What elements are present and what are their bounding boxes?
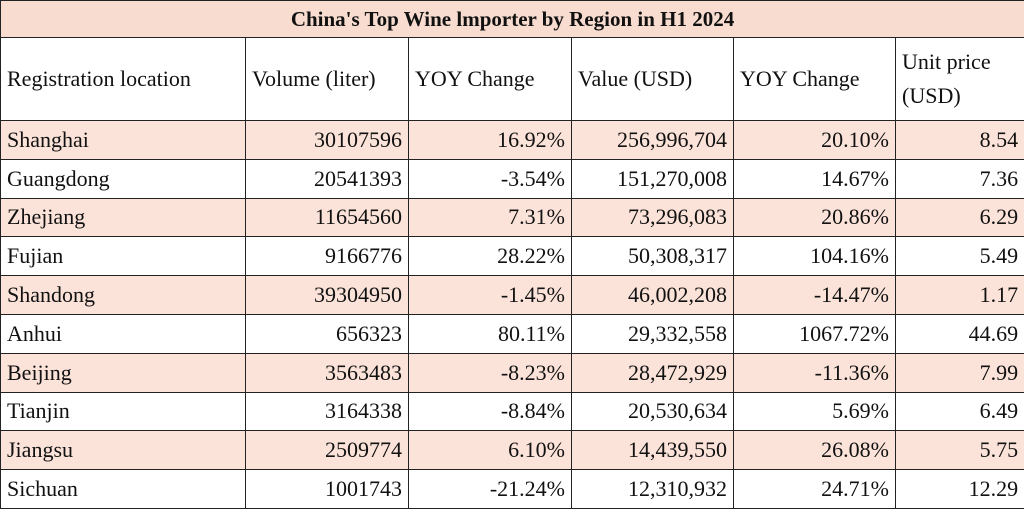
value-cell: 16.92% bbox=[408, 120, 572, 160]
value-cell: -21.24% bbox=[408, 469, 572, 509]
value-cell: -3.54% bbox=[408, 158, 572, 199]
value-cell: 8.54 bbox=[894, 120, 1024, 160]
value-cell: 2509774 bbox=[245, 430, 409, 471]
value-cell: 9166776 bbox=[245, 236, 409, 277]
value-cell: 73,296,083 bbox=[571, 197, 734, 238]
value-cell: 11654560 bbox=[245, 197, 409, 238]
region-cell: Guangdong bbox=[0, 158, 246, 199]
value-cell: 151,270,008 bbox=[571, 158, 734, 199]
region-cell: Jiangsu bbox=[0, 430, 246, 471]
value-cell: 24.71% bbox=[733, 469, 896, 509]
value-cell: 39304950 bbox=[245, 275, 409, 315]
header-cell: Value (USD) bbox=[571, 37, 734, 121]
value-cell: -8.84% bbox=[408, 391, 572, 432]
table-head: China's Top Wine lmporter by Region in H… bbox=[0, 0, 1024, 121]
header-row: Registration location Volume (liter) YOY C… bbox=[0, 37, 1024, 121]
table-row: Guangdong 20541393 -3.54% 151,270,008 14.67%… bbox=[0, 158, 1024, 199]
value-cell: 29,332,558 bbox=[571, 313, 734, 354]
table-row: Jiangsu 2509774 6.10% 14,439,550 26.08% 5.75 bbox=[0, 430, 1024, 471]
value-cell: 3563483 bbox=[245, 352, 409, 393]
value-cell: 104.16% bbox=[733, 236, 896, 277]
table-row: Zhejiang 11654560 7.31% 73,296,083 20.86% 6.2… bbox=[0, 197, 1024, 238]
table-row: Anhui 656323 80.11% 29,332,558 1067.72% 44.69 bbox=[0, 313, 1024, 354]
header-cell: Volume (liter) bbox=[245, 37, 409, 121]
value-cell: 46,002,208 bbox=[571, 275, 734, 315]
value-cell: 26.08% bbox=[733, 430, 896, 471]
value-cell: 3164338 bbox=[245, 391, 409, 432]
table-row: Fujian 9166776 28.22% 50,308,317 104.16% 5.49 bbox=[0, 236, 1024, 277]
value-cell: 14,439,550 bbox=[571, 430, 734, 471]
value-cell: 30107596 bbox=[245, 120, 409, 160]
value-cell: 20.10% bbox=[733, 120, 896, 160]
value-cell: 256,996,704 bbox=[571, 120, 734, 160]
value-cell: 5.49 bbox=[894, 236, 1024, 277]
region-cell: Anhui bbox=[0, 313, 246, 354]
value-cell: 1.17 bbox=[894, 275, 1024, 315]
table-title: China's Top Wine lmporter by Region in H… bbox=[0, 0, 1024, 38]
value-cell: 7.31% bbox=[408, 197, 572, 238]
header-cell: YOY Change bbox=[733, 37, 896, 121]
table-row: Shandong 39304950 -1.45% 46,002,208 -14.47% 1… bbox=[0, 275, 1024, 315]
value-cell: 80.11% bbox=[408, 313, 572, 354]
value-cell: 6.49 bbox=[894, 391, 1024, 432]
value-cell: -14.47% bbox=[733, 275, 896, 315]
value-cell: 28,472,929 bbox=[571, 352, 734, 393]
value-cell: 1067.72% bbox=[733, 313, 896, 354]
value-cell: 7.36 bbox=[894, 158, 1024, 199]
value-cell: 7.99 bbox=[894, 352, 1024, 393]
value-cell: 656323 bbox=[245, 313, 409, 354]
value-cell: 5.69% bbox=[733, 391, 896, 432]
value-cell: 50,308,317 bbox=[571, 236, 734, 277]
header-cell: Unit price (USD) bbox=[894, 37, 1024, 121]
table-row: Shanghai 30107596 16.92% 256,996,704 20.10% 8… bbox=[0, 120, 1024, 160]
value-cell: -8.23% bbox=[408, 352, 572, 393]
region-cell: Tianjin bbox=[0, 391, 246, 432]
value-cell: 6.10% bbox=[408, 430, 572, 471]
value-cell: 20541393 bbox=[245, 158, 409, 199]
value-cell: 12,310,932 bbox=[571, 469, 734, 509]
region-cell: Zhejiang bbox=[0, 197, 246, 238]
value-cell: 44.69 bbox=[894, 313, 1024, 354]
value-cell: 6.29 bbox=[894, 197, 1024, 238]
region-cell: Shanghai bbox=[0, 120, 246, 160]
value-cell: -11.36% bbox=[733, 352, 896, 393]
value-cell: 28.22% bbox=[408, 236, 572, 277]
value-cell: 1001743 bbox=[245, 469, 409, 509]
table-row: Tianjin 3164338 -8.84% 20,530,634 5.69% 6.49 bbox=[0, 391, 1024, 432]
region-cell: Shandong bbox=[0, 275, 246, 315]
value-cell: 14.67% bbox=[733, 158, 896, 199]
value-cell: -1.45% bbox=[408, 275, 572, 315]
table-row: Beijing 3563483 -8.23% 28,472,929 -11.36% 7.9… bbox=[0, 352, 1024, 393]
title-row: China's Top Wine lmporter by Region in H… bbox=[0, 0, 1024, 38]
header-cell: YOY Change bbox=[408, 37, 572, 121]
value-cell: 5.75 bbox=[894, 430, 1024, 471]
value-cell: 12.29 bbox=[894, 469, 1024, 509]
region-cell: Sichuan bbox=[0, 469, 246, 509]
table-body: Shanghai 30107596 16.92% 256,996,704 20.10% 8… bbox=[0, 120, 1024, 509]
table-row: Sichuan 1001743 -21.24% 12,310,932 24.71% 12.… bbox=[0, 469, 1024, 509]
header-cell: Registration location bbox=[0, 37, 246, 121]
region-cell: Beijing bbox=[0, 352, 246, 393]
value-cell: 20,530,634 bbox=[571, 391, 734, 432]
value-cell: 20.86% bbox=[733, 197, 896, 238]
region-cell: Fujian bbox=[0, 236, 246, 277]
